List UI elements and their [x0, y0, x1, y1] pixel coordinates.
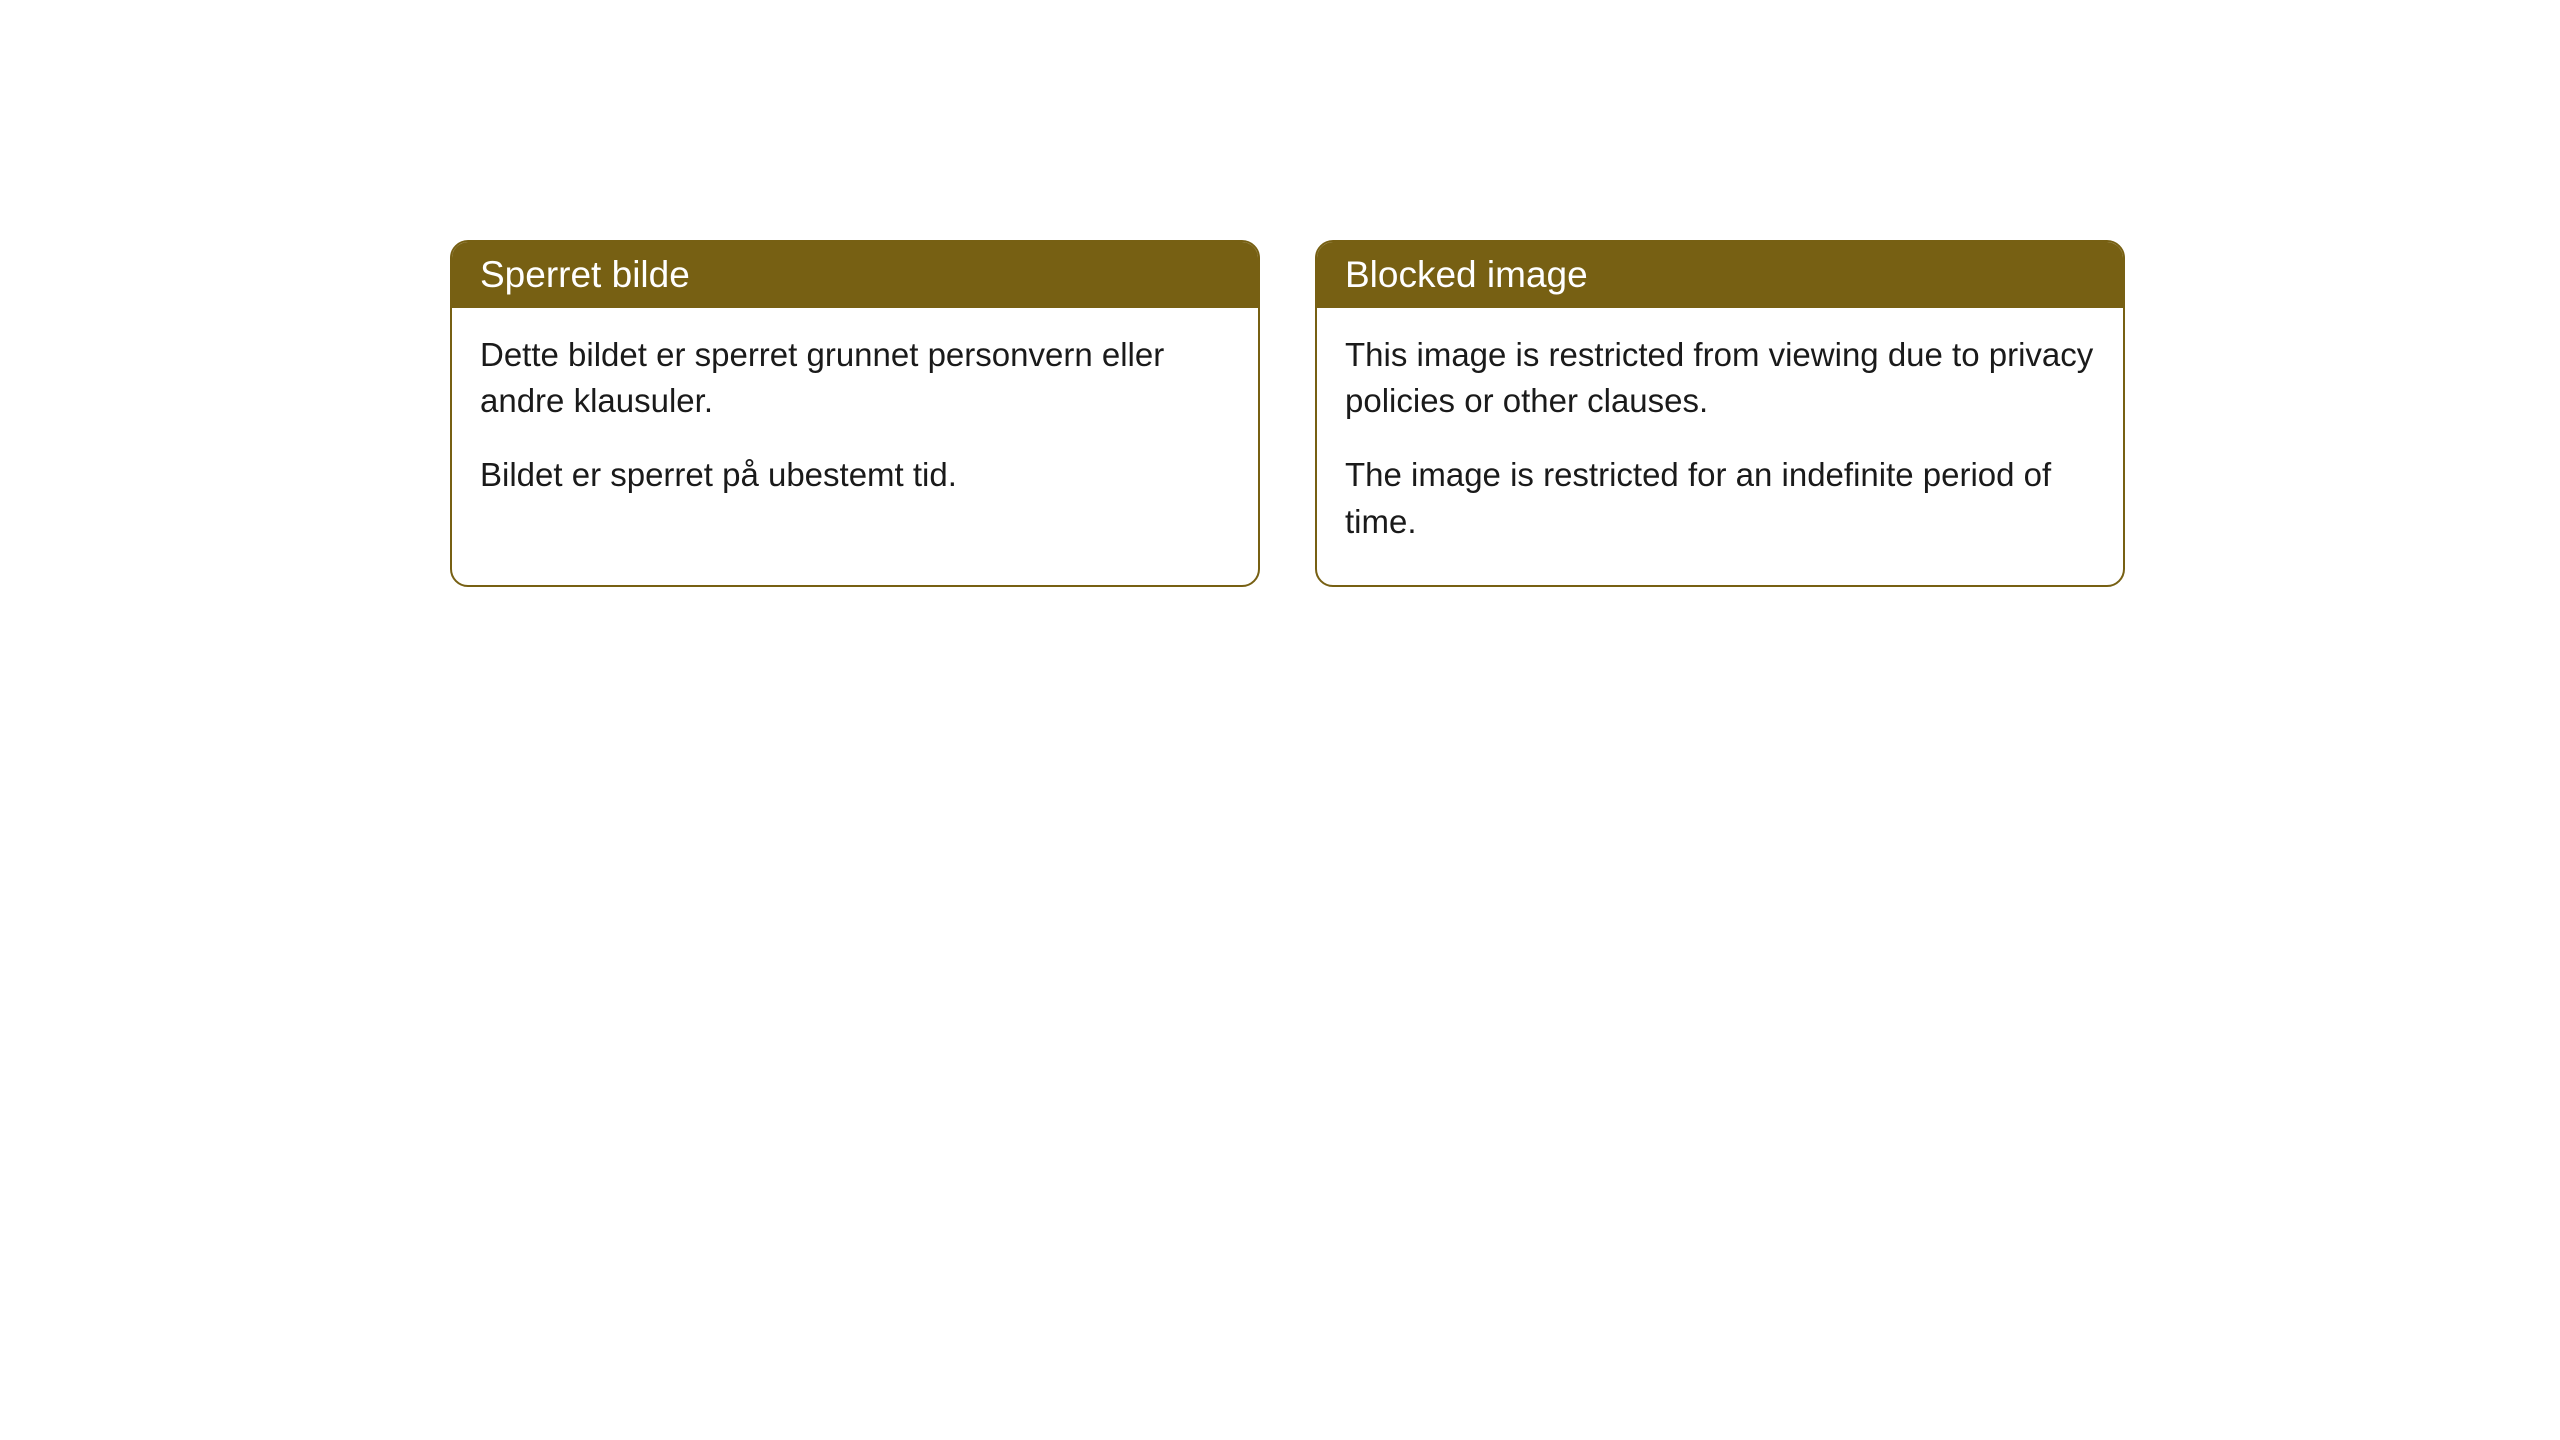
blocked-image-card-no: Sperret bilde Dette bildet er sperret gr…	[450, 240, 1260, 587]
card-header-no: Sperret bilde	[452, 242, 1258, 308]
card-header-en: Blocked image	[1317, 242, 2123, 308]
card-paragraph-en-2: The image is restricted for an indefinit…	[1345, 452, 2095, 544]
card-paragraph-en-1: This image is restricted from viewing du…	[1345, 332, 2095, 424]
blocked-image-card-en: Blocked image This image is restricted f…	[1315, 240, 2125, 587]
card-body-no: Dette bildet er sperret grunnet personve…	[452, 308, 1258, 539]
card-paragraph-no-1: Dette bildet er sperret grunnet personve…	[480, 332, 1230, 424]
card-paragraph-no-2: Bildet er sperret på ubestemt tid.	[480, 452, 1230, 498]
card-body-en: This image is restricted from viewing du…	[1317, 308, 2123, 585]
notice-container: Sperret bilde Dette bildet er sperret gr…	[450, 240, 2125, 587]
